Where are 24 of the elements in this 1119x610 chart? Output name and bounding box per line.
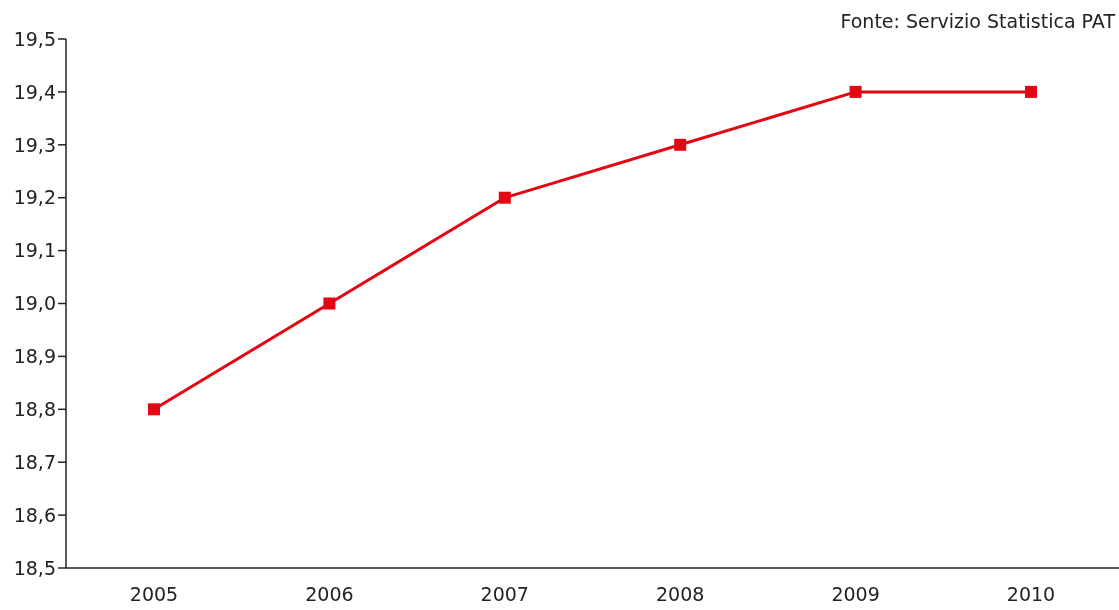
point	[674, 138, 687, 151]
x-tick-label: 2006	[305, 583, 354, 606]
y-tick-label: 18,9	[13, 345, 56, 368]
y-tick-label: 18,6	[13, 503, 56, 526]
point	[148, 403, 160, 416]
point	[849, 85, 862, 98]
y-tick-label: 19,4	[13, 80, 56, 103]
point	[1025, 85, 1037, 98]
point	[498, 191, 511, 204]
y-tick-label: 18,8	[13, 398, 56, 421]
x-tick-label: 2007	[480, 583, 529, 606]
y-tick-label: 19,5	[13, 27, 56, 50]
x-tick-label: 2008	[656, 583, 705, 606]
y-tick-label: 19,2	[13, 186, 56, 209]
x-tick-label: 2009	[831, 583, 880, 606]
x-tick-label: 2010	[1006, 583, 1056, 606]
y-tick-label: 18,5	[13, 556, 56, 579]
source-note: Fonte: Servizio Statistica PAT	[840, 10, 1115, 32]
y-tick-label: 19,3	[13, 133, 56, 156]
point	[323, 297, 336, 310]
y-tick-label: 19,0	[13, 292, 56, 315]
x-tick-label: 2005	[129, 583, 179, 606]
y-tick-label: 19,1	[13, 239, 56, 262]
y-tick-label: 18,7	[13, 450, 56, 473]
